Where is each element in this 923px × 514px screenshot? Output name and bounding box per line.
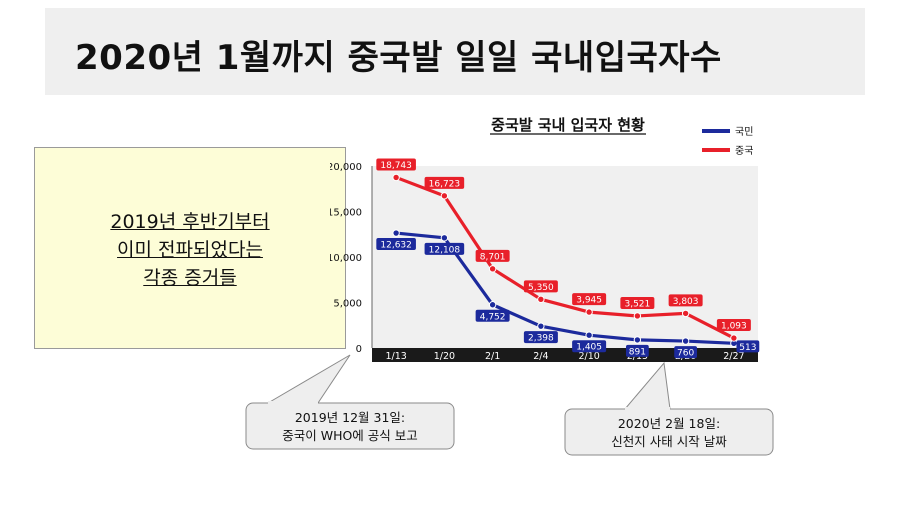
data-point <box>440 234 449 242</box>
x-tick-label: 1/13 <box>385 351 406 362</box>
x-tick-label: 2/1 <box>485 351 500 362</box>
x-axis-bar <box>372 348 758 362</box>
title-band: 2020년 1월까지 중국발 일일 국내입국자수 <box>45 8 865 95</box>
data-point <box>585 308 593 316</box>
data-point <box>585 331 593 339</box>
data-label: 891 <box>629 347 646 357</box>
callout-left-line-2: 중국이 WHO에 공식 보고 <box>282 428 418 443</box>
data-label: 2,398 <box>528 334 554 344</box>
callout-left-line-1: 2019년 12월 31일: <box>295 410 405 425</box>
note-line-2: 이미 전파되었다는 <box>117 239 263 261</box>
data-label-bg <box>625 344 649 357</box>
slide-title: 2020년 1월까지 중국발 일일 국내입국자수 <box>75 38 722 78</box>
data-label-bg <box>620 296 655 309</box>
y-tick-label: 10,000 <box>330 253 362 264</box>
data-point <box>392 229 400 237</box>
data-label-bg <box>674 346 698 359</box>
y-tick-label: 20,000 <box>330 162 362 173</box>
data-point <box>440 192 449 200</box>
data-point <box>488 265 497 273</box>
data-label-bg <box>572 340 607 353</box>
data-label: 3,803 <box>673 297 699 307</box>
callout-left-pointer <box>266 354 351 404</box>
x-tick-label: 1/20 <box>434 351 455 362</box>
data-point <box>633 312 642 320</box>
callout-right-line-2: 신천지 사태 시작 날짜 <box>611 434 727 449</box>
x-tick-label: 2/27 <box>723 351 744 362</box>
data-label-bg <box>668 294 703 307</box>
note-text: 2019년 후반기부터 이미 전파되었다는 각종 증거들 <box>35 208 345 292</box>
legend-label-chinese: 중국 <box>735 145 753 157</box>
series-line-chinese <box>395 175 735 340</box>
chart-title: 중국발 국내 입국자 현황 <box>491 116 645 134</box>
data-point <box>488 301 497 309</box>
legend: 국민 중국 <box>702 126 753 157</box>
data-label-bg <box>376 158 416 171</box>
callout-left-joint <box>268 401 318 405</box>
data-label: 3,521 <box>624 299 650 309</box>
data-label: 3,945 <box>576 296 602 306</box>
data-label: 513 <box>739 343 756 353</box>
x-tick-label: 2/10 <box>578 351 599 362</box>
data-label: 16,723 <box>429 179 461 189</box>
callout-left-box <box>245 402 455 450</box>
data-point <box>681 337 690 345</box>
data-label: 1,405 <box>576 343 602 353</box>
plot-area: 20,000 15,000 10,000 5,000 0 1/13 1/20 2/1 2/4 2/… <box>330 158 760 362</box>
x-tick-label: 2/4 <box>533 351 548 362</box>
data-label-bg <box>376 238 416 251</box>
data-label-bg <box>424 176 465 189</box>
data-point <box>681 309 690 318</box>
callout-right-joint <box>625 407 670 411</box>
note-line-1: 2019년 후반기부터 <box>110 211 270 233</box>
data-label-bg <box>475 309 510 322</box>
y-tick-label: 15,000 <box>330 208 362 219</box>
data-label: 5,350 <box>528 283 554 293</box>
y-tick-label: 5,000 <box>333 299 362 310</box>
data-label-bg <box>523 280 558 293</box>
data-point <box>537 322 545 330</box>
data-label: 8,701 <box>480 252 506 262</box>
data-label-bg <box>424 242 465 255</box>
data-label-bg <box>475 249 510 262</box>
entrants-line-chart: 20,000 15,000 10,000 5,000 0 1/13 1/20 2/1 2/4 2/… <box>330 116 760 362</box>
data-label-bg <box>523 331 558 344</box>
data-label: 760 <box>677 349 694 359</box>
data-label: 4,752 <box>480 312 506 322</box>
y-tick-label: 0 <box>356 344 362 355</box>
data-point <box>633 336 642 344</box>
data-label: 18,743 <box>380 161 412 171</box>
data-label: 12,632 <box>380 241 412 251</box>
legend-label-korean: 국민 <box>735 126 753 138</box>
note-box: 2019년 후반기부터 이미 전파되었다는 각종 증거들 <box>34 147 346 349</box>
data-label-bg <box>736 340 760 353</box>
callout-right-pointer <box>623 361 671 410</box>
data-point <box>392 173 400 182</box>
data-point <box>537 295 545 304</box>
data-label-bg <box>716 319 751 332</box>
data-point <box>730 334 738 342</box>
note-line-3: 각종 증거들 <box>143 267 237 289</box>
data-label: 1,093 <box>721 322 747 332</box>
data-label: 12,108 <box>429 245 461 255</box>
data-label-bg <box>572 293 607 306</box>
callout-right-line-1: 2020년 2월 18일: <box>618 416 720 431</box>
